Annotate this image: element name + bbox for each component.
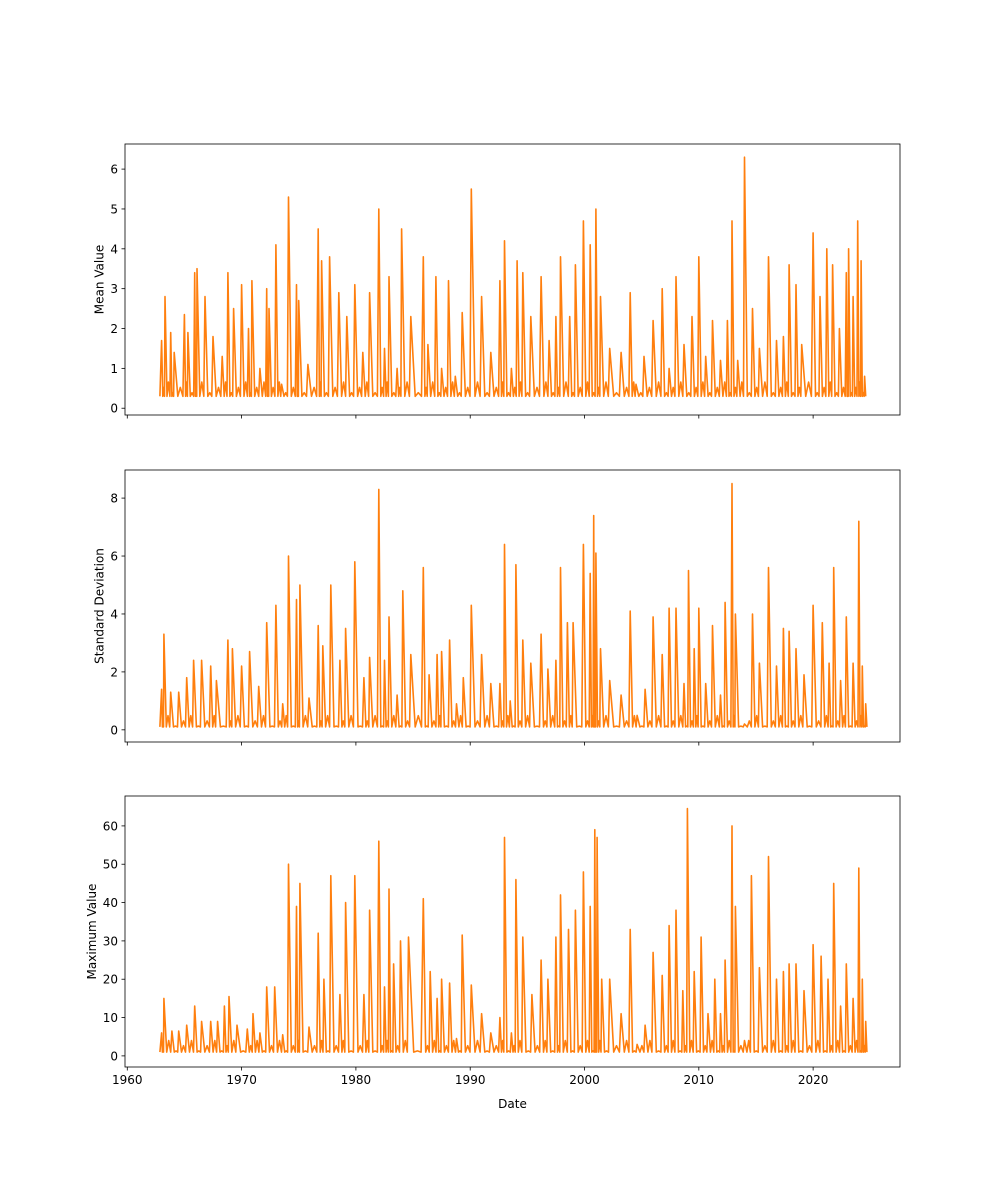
y-tick-label: 4 [110,242,118,256]
y-tick-label: 6 [110,163,118,177]
x-tick-label: 1990 [455,1073,486,1087]
x-tick-label: 2020 [798,1073,829,1087]
x-tick-label: 1970 [226,1073,257,1087]
series-line [159,156,867,398]
y-tick-label: 60 [103,819,118,833]
y-tick-label: 6 [110,550,118,564]
subplot-3: 1960 1970 1980 1990 2000 2010 2020 0 10 20 30 40 50 6… [85,795,901,1111]
y-tick-label: 20 [103,973,118,987]
axes-frame [124,795,901,1068]
y-tick-label: 30 [103,934,118,948]
y-tick-label: 4 [110,607,118,621]
subplot-2: 0 2 4 6 8 Standard Deviation [92,469,901,746]
x-tick-label: 2000 [569,1073,600,1087]
y-axis-label: Maximum Value [85,884,99,980]
y-tick-label: 2 [110,322,118,336]
y-tick-label: 0 [110,1049,118,1063]
y-tick-label: 10 [103,1011,118,1025]
series-line [159,482,868,728]
subplot-1: 0 1 2 3 4 5 6 Mean Value [92,143,901,419]
y-tick-label: 2 [110,665,118,679]
x-axis-label: Date [498,1097,527,1111]
y-tick-label: 0 [110,723,118,737]
y-tick-label: 8 [110,492,118,506]
series-line [159,807,868,1053]
y-tick-label: 3 [110,282,118,296]
y-tick-label: 1 [110,362,118,376]
x-tick-label: 2010 [684,1073,715,1087]
axes-frame [124,469,901,743]
y-tick-label: 50 [103,858,118,872]
y-axis-label: Standard Deviation [92,548,106,664]
y-axis-label: Mean Value [92,245,106,314]
y-tick-label: 5 [110,202,118,216]
x-tick-label: 1980 [341,1073,372,1087]
x-tick-label: 1960 [112,1073,143,1087]
y-tick-label: 40 [103,896,118,910]
axes-frame [124,143,901,416]
y-tick-label: 0 [110,402,118,416]
